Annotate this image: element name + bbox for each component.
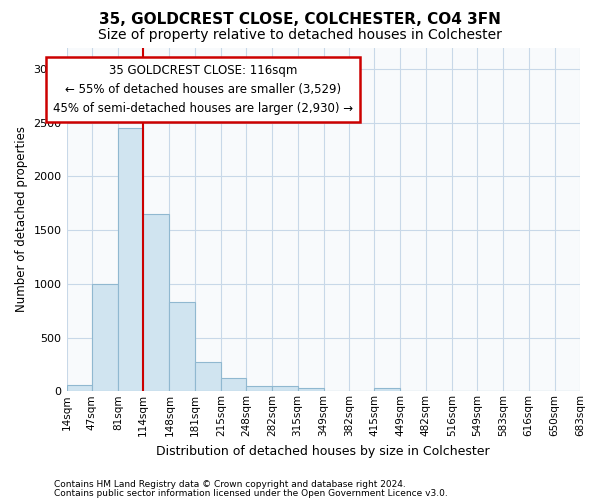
- Bar: [272, 386, 298, 392]
- Bar: [67, 385, 92, 392]
- Bar: [246, 386, 272, 392]
- Text: Contains HM Land Registry data © Crown copyright and database right 2024.: Contains HM Land Registry data © Crown c…: [54, 480, 406, 489]
- Bar: [221, 378, 246, 392]
- Text: 35 GOLDCREST CLOSE: 116sqm
← 55% of detached houses are smaller (3,529)
45% of s: 35 GOLDCREST CLOSE: 116sqm ← 55% of deta…: [53, 64, 353, 114]
- Bar: [92, 284, 118, 392]
- Bar: [118, 128, 143, 392]
- X-axis label: Distribution of detached houses by size in Colchester: Distribution of detached houses by size …: [157, 444, 490, 458]
- Y-axis label: Number of detached properties: Number of detached properties: [15, 126, 28, 312]
- Bar: [374, 388, 400, 392]
- Text: Size of property relative to detached houses in Colchester: Size of property relative to detached ho…: [98, 28, 502, 42]
- Text: 35, GOLDCREST CLOSE, COLCHESTER, CO4 3FN: 35, GOLDCREST CLOSE, COLCHESTER, CO4 3FN: [99, 12, 501, 28]
- Bar: [195, 362, 221, 392]
- Bar: [169, 302, 195, 392]
- Bar: [143, 214, 169, 392]
- Bar: [298, 388, 323, 392]
- Text: Contains public sector information licensed under the Open Government Licence v3: Contains public sector information licen…: [54, 488, 448, 498]
